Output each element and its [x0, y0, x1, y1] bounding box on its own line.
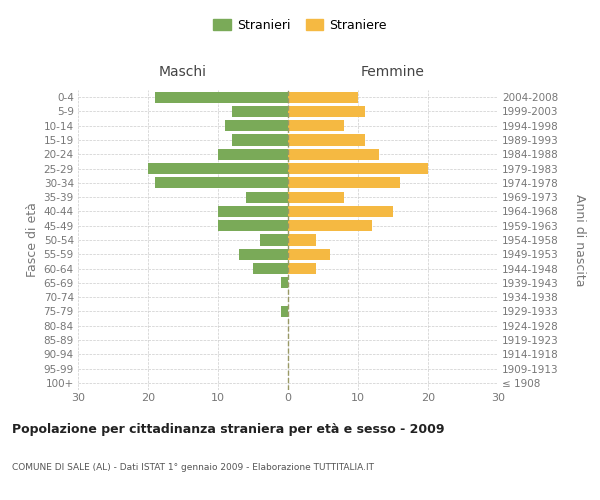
Bar	[288, 234, 316, 246]
Legend: Stranieri, Straniere: Stranieri, Straniere	[208, 14, 392, 37]
Bar	[225, 120, 288, 132]
Text: COMUNE DI SALE (AL) - Dati ISTAT 1° gennaio 2009 - Elaborazione TUTTITALIA.IT: COMUNE DI SALE (AL) - Dati ISTAT 1° genn…	[12, 462, 374, 471]
Bar	[218, 148, 288, 160]
Bar	[155, 178, 288, 188]
Bar	[288, 248, 330, 260]
Bar	[288, 163, 428, 174]
Bar	[155, 92, 288, 102]
Bar	[288, 263, 316, 274]
Bar	[288, 134, 365, 145]
Bar	[288, 148, 379, 160]
Bar	[260, 234, 288, 246]
Bar	[288, 178, 400, 188]
Bar	[288, 206, 393, 217]
Text: Femmine: Femmine	[361, 64, 425, 78]
Y-axis label: Fasce di età: Fasce di età	[26, 202, 40, 278]
Bar	[288, 220, 372, 232]
Text: Popolazione per cittadinanza straniera per età e sesso - 2009: Popolazione per cittadinanza straniera p…	[12, 422, 445, 436]
Bar	[232, 134, 288, 145]
Bar	[246, 192, 288, 202]
Bar	[288, 106, 365, 117]
Text: Maschi: Maschi	[159, 64, 207, 78]
Bar	[253, 263, 288, 274]
Bar	[288, 192, 344, 202]
Bar	[239, 248, 288, 260]
Bar	[281, 306, 288, 317]
Bar	[218, 206, 288, 217]
Bar	[148, 163, 288, 174]
Bar	[288, 120, 344, 132]
Y-axis label: Anni di nascita: Anni di nascita	[573, 194, 586, 286]
Bar	[281, 278, 288, 288]
Bar	[232, 106, 288, 117]
Bar	[288, 92, 358, 102]
Bar	[218, 220, 288, 232]
